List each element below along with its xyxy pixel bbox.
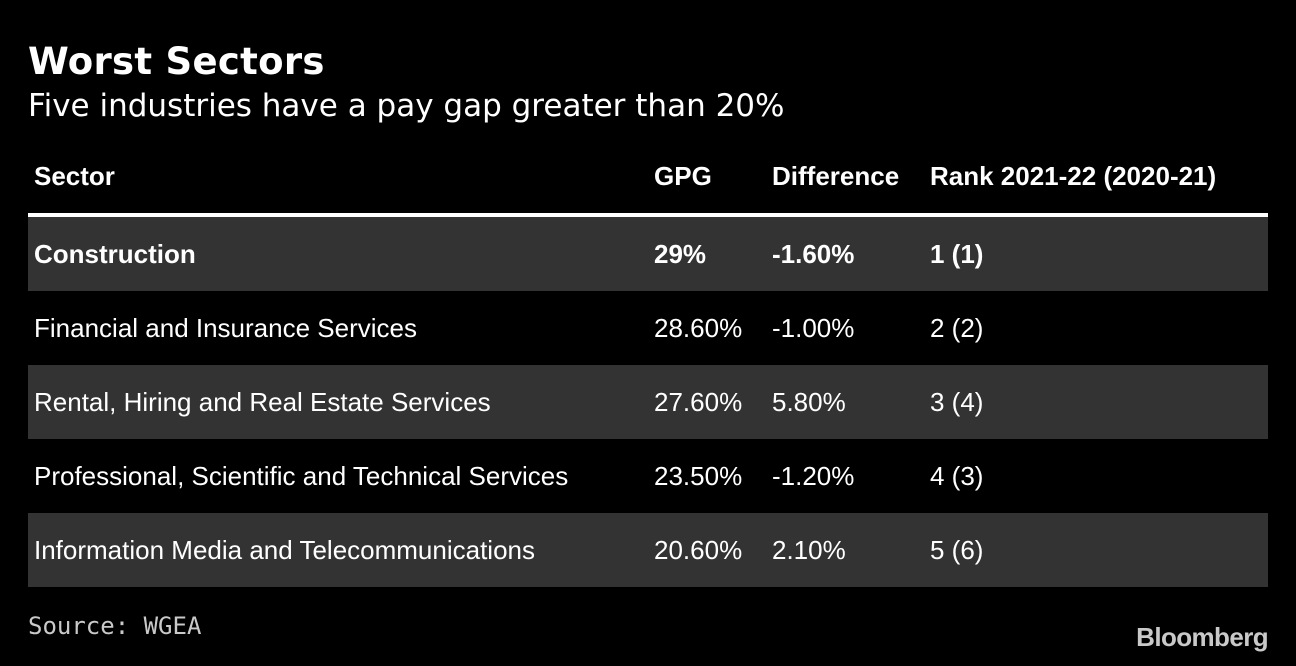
- header-gpg: GPG: [654, 161, 712, 191]
- chart-subtitle: Five industries have a pay gap greater t…: [28, 88, 785, 124]
- cell-gpg: 27.60%: [654, 386, 743, 417]
- cell-gpg: 29%: [654, 238, 707, 269]
- chart-title: Worst Sectors: [28, 40, 325, 83]
- cell-difference: 5.80%: [772, 386, 846, 417]
- data-table: Sector GPG Difference Rank 2021-22 (2020…: [28, 140, 1268, 587]
- cell-difference: -1.60%: [772, 238, 855, 269]
- cell-rank: 5 (6): [930, 534, 984, 565]
- cell-difference: -1.00%: [772, 312, 855, 343]
- header-rank: Rank 2021-22 (2020-21): [930, 161, 1217, 191]
- table-row: Construction 29% -1.60% 1 (1): [28, 217, 1268, 291]
- table-row: Professional, Scientific and Technical S…: [28, 439, 1268, 513]
- cell-difference: -1.20%: [772, 460, 855, 491]
- cell-gpg: 20.60%: [654, 534, 743, 565]
- table-row: Rental, Hiring and Real Estate Services …: [28, 365, 1268, 439]
- table-header-row: Sector GPG Difference Rank 2021-22 (2020…: [28, 140, 1268, 217]
- cell-sector: Construction: [34, 238, 196, 269]
- source-note: Source: WGEA: [28, 612, 202, 640]
- header-difference: Difference: [772, 161, 900, 191]
- table-row: Information Media and Telecommunications…: [28, 513, 1268, 587]
- cell-rank: 4 (3): [930, 460, 984, 491]
- cell-gpg: 23.50%: [654, 460, 743, 491]
- cell-sector: Financial and Insurance Services: [34, 312, 417, 343]
- table-row: Financial and Insurance Services 28.60% …: [28, 291, 1268, 365]
- cell-sector: Professional, Scientific and Technical S…: [34, 460, 569, 491]
- cell-difference: 2.10%: [772, 534, 846, 565]
- cell-sector: Information Media and Telecommunications: [34, 534, 536, 565]
- cell-rank: 2 (2): [930, 312, 984, 343]
- cell-gpg: 28.60%: [654, 312, 743, 343]
- cell-rank: 3 (4): [930, 386, 984, 417]
- cell-sector: Rental, Hiring and Real Estate Services: [34, 386, 491, 417]
- brand-logo: Bloomberg: [1136, 622, 1268, 652]
- header-sector: Sector: [34, 161, 115, 191]
- cell-rank: 1 (1): [930, 238, 984, 269]
